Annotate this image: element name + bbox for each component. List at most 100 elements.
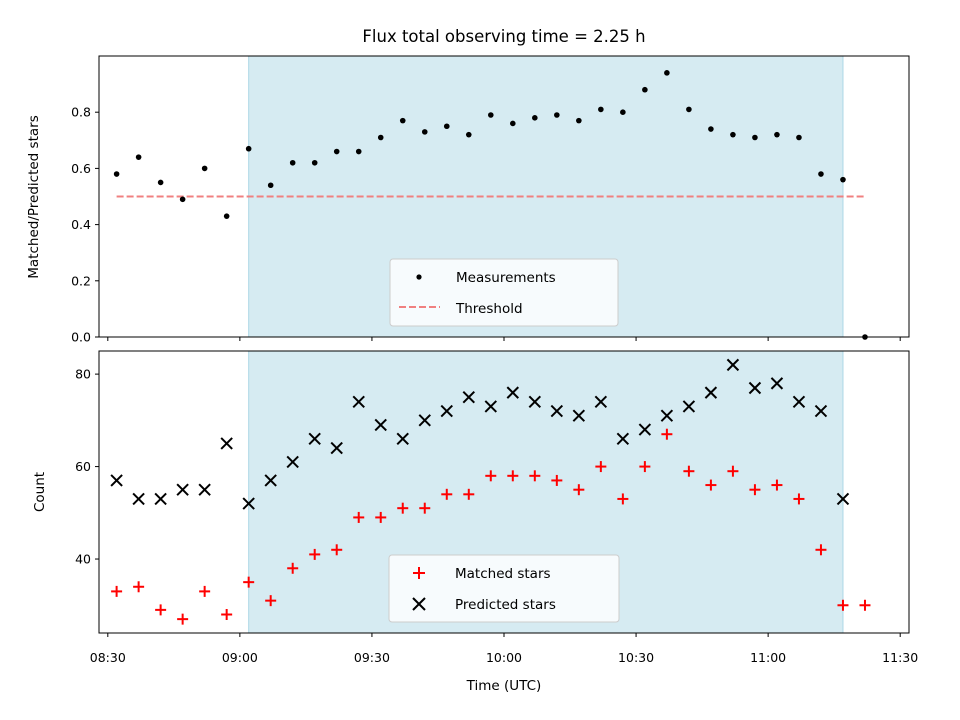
predicted-star-point: [374, 418, 387, 432]
predicted-star-marker-b: [220, 437, 233, 450]
predicted-star-marker-b: [418, 414, 431, 427]
measurement-point: [113, 171, 120, 177]
matched-star-point: [463, 488, 475, 500]
matched-star-point: [375, 511, 387, 523]
predicted-star-point: [660, 409, 674, 422]
count-legend: Matched stars Predicted stars: [388, 554, 620, 623]
measurement-point: [135, 154, 142, 160]
count-panel-ylabel: Count: [32, 472, 48, 512]
matched-star-point: [837, 599, 849, 611]
predicted-star-marker-b: [550, 404, 564, 418]
predicted-star-point: [176, 483, 189, 496]
predicted-star-point: [616, 432, 630, 446]
predicted-star-point: [594, 395, 608, 409]
matched-star-point: [485, 470, 497, 482]
predicted-star-marker-b: [264, 474, 277, 487]
measurement-point: [399, 117, 406, 124]
measurement-point: [796, 134, 802, 141]
measurement-point: [532, 115, 538, 121]
predicted-legend-label: Predicted stars: [455, 597, 556, 613]
measurement-point: [487, 112, 494, 118]
predicted-legend-marker: [412, 597, 426, 611]
matched-star-point: [661, 428, 673, 440]
predicted-star-point: [198, 483, 211, 496]
predicted-star-point: [220, 437, 233, 450]
predicted-star-marker-b: [154, 492, 167, 506]
measurement-point: [818, 171, 824, 177]
predicted-star-marker-b: [660, 409, 674, 422]
predicted-star-point: [264, 474, 277, 487]
predicted-star-marker-b: [748, 381, 762, 395]
predicted-star-point: [308, 432, 321, 446]
ratio-ytick-label-0: 0.0: [71, 330, 91, 345]
predicted-star-point: [682, 400, 696, 413]
predicted-star-marker-b: [396, 432, 409, 446]
predicted-star-point: [462, 391, 475, 404]
matched-star-point: [243, 576, 255, 588]
predicted-star-point: [396, 432, 409, 446]
matched-star-point: [617, 493, 629, 505]
predicted-star-point: [572, 409, 586, 422]
measurement-point: [686, 106, 692, 113]
ratio-legend: Measurements Threshold: [389, 258, 619, 327]
predicted-star-marker-b: [836, 492, 850, 506]
chart-title: Flux total observing time = 2.25 h: [362, 27, 645, 46]
measurement-point: [333, 148, 340, 155]
matched-star-point: [331, 544, 343, 556]
measurement-point: [311, 159, 318, 166]
threshold-legend-label: Threshold: [455, 301, 523, 317]
matched-star-point: [859, 599, 871, 611]
predicted-star-marker-b: [638, 423, 652, 436]
matched-star-point: [309, 548, 321, 560]
predicted-star-marker-b: [594, 395, 608, 409]
measurement-point: [840, 176, 846, 183]
measurement-point: [355, 148, 362, 155]
matched-star-point: [441, 488, 453, 500]
ratio-panel: 0.00.20.40.60.8 Matched/Predicted stars …: [26, 55, 910, 345]
predicted-star-marker-b: [242, 497, 255, 510]
measurement-point: [465, 131, 472, 138]
matched-star-point: [749, 484, 761, 496]
predicted-star-marker-b: [110, 474, 123, 487]
predicted-star-marker-b: [506, 386, 520, 399]
predicted-star-point: [792, 395, 806, 409]
count-xtick-label-5: 11:00: [750, 650, 786, 665]
ratio-legend-box: [389, 258, 619, 327]
measurement-legend-label: Measurements: [456, 270, 556, 286]
matched-star-point: [155, 604, 167, 616]
matched-star-point: [705, 479, 717, 491]
predicted-star-marker-b: [528, 395, 542, 409]
matched-star-point: [221, 609, 233, 621]
measurement-point: [774, 131, 780, 138]
measurement-point: [752, 134, 758, 141]
measurement-point: [267, 182, 274, 189]
measurement-point: [289, 159, 296, 166]
matched-star-point: [815, 544, 827, 556]
predicted-star-marker-b: [726, 358, 740, 372]
count-xtick-label-2: 09:30: [354, 650, 390, 665]
measurement-point: [157, 179, 164, 186]
predicted-star-marker-b: [330, 441, 343, 455]
measurement-point: [245, 145, 252, 152]
count-xtick-label-1: 09:00: [222, 650, 258, 665]
measurement-point: [620, 109, 626, 115]
matched-star-point: [507, 470, 519, 482]
count-ytick-label-0: 40: [75, 552, 91, 567]
ratio-panel-frame: [98, 55, 910, 338]
predicted-star-point: [484, 400, 498, 413]
count-xtick-label-0: 08:30: [90, 650, 126, 665]
matched-star-point: [397, 502, 409, 514]
count-ytick-label-1: 60: [75, 459, 91, 474]
predicted-star-marker-b: [198, 483, 211, 496]
matched-star-point: [727, 465, 739, 477]
predicted-star-point: [550, 404, 564, 418]
predicted-star-marker-b: [814, 404, 828, 418]
count-xtick-label-6: 11:30: [882, 650, 918, 665]
predicted-star-marker-b: [352, 395, 365, 409]
predicted-star-marker-b: [484, 400, 498, 413]
measurement-point: [664, 70, 670, 76]
matched-star-point: [199, 585, 211, 597]
predicted-star-point: [242, 497, 255, 510]
predicted-star-point: [726, 358, 740, 372]
